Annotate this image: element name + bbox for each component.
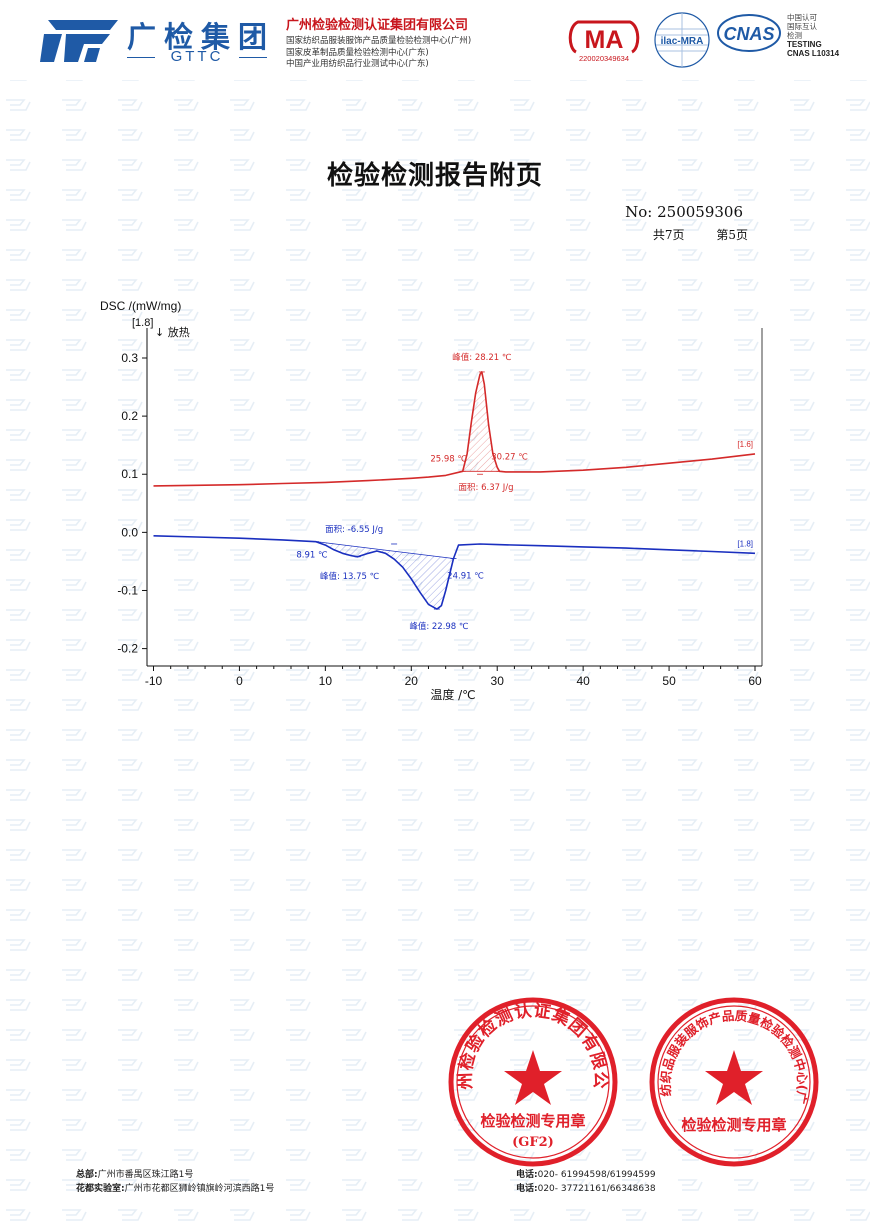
page-info: 共7页 第5页: [639, 226, 748, 243]
series-line: [153, 371, 756, 487]
x-axis-label: 温度 /℃: [430, 687, 475, 702]
y-tick-label: 0.3: [121, 351, 138, 365]
total-pages: 共7页: [652, 228, 685, 242]
peak-area-hatch: [315, 541, 454, 610]
cnas-logo-icon: CNAS: [717, 14, 781, 52]
seal-purpose: 检验检测专用章: [681, 1116, 786, 1134]
y-tick-label: 0.0: [121, 525, 138, 539]
series-line: [153, 535, 756, 610]
organization-line: 中国产业用纺织品行业测试中心(广东): [286, 59, 429, 69]
y-tick-label: 0.1: [121, 467, 138, 481]
brand-abbreviation: GTTC: [127, 48, 267, 65]
gttc-logo-icon: [40, 20, 118, 62]
organization-block: 广州检验检测认证集团有限公司 国家纺织品服装服饰产品质量检验检测中心(广州) 国…: [286, 14, 471, 71]
cnas-accreditation-text: 中国认可 国际互认 检测 TESTING CNAS L10314: [787, 13, 839, 58]
x-tick-label: -10: [145, 674, 163, 688]
ma-mark: MA: [585, 26, 624, 54]
seal-code: (GF2): [512, 1135, 554, 1150]
y-tick-label: 0.2: [121, 409, 138, 423]
cma-certification-icon: MA: [568, 20, 640, 54]
page-title: 检验检测报告附页: [326, 161, 543, 191]
ilac-mra-icon: ilac-MRA: [654, 12, 710, 68]
phone-label: 电话:: [516, 1170, 538, 1180]
inspection-seal: 国家纺织品服装服饰产品质量检验检测中心(广州) 检验检测专用章: [648, 996, 819, 1167]
dsc-chart: DSC /(mW/mg) [1.8] ↓ 放热 温度 /℃ 0.3 0.2 0.1 0…: [100, 299, 763, 702]
y-axis-label: DSC /(mW/mg): [100, 299, 181, 313]
x-tick-label: 20: [405, 674, 419, 688]
annotation-label: 面积: -6.55 J/g: [325, 524, 383, 535]
annotation-label: 面积: 6.37 J/g: [459, 482, 514, 493]
hq-address: 广州市番禺区珠江路1号: [97, 1170, 194, 1180]
integration-baseline: [315, 541, 454, 559]
x-tick-label: 0: [236, 674, 243, 688]
x-tick-label: 10: [319, 674, 333, 688]
cnas-number: CNAS L10314: [787, 49, 840, 58]
footer-hq-phone: 电话:020- 61994598/61994599: [516, 1168, 656, 1182]
annotation-label: 8.91 ℃: [296, 551, 328, 561]
series-name-label: [1.6]: [737, 440, 753, 449]
exotherm-note: ↓ 放热: [155, 325, 190, 339]
brand-name: 广检集团: [127, 20, 276, 54]
report-number: No: 250059306: [625, 203, 743, 221]
x-tick-label: 60: [748, 674, 762, 688]
seal-purpose: 检验检测专用章: [480, 1112, 585, 1130]
x-tick-label: 50: [662, 674, 676, 688]
footer-lab: 花都实验室:广州市花都区狮岭镇旗岭河滨西路1号: [76, 1182, 274, 1196]
annotation-label: 25.98 ℃: [430, 454, 467, 464]
cnas-testing: TESTING: [787, 40, 822, 49]
y-tick-label: -0.1: [117, 583, 138, 597]
organization-title: 广州检验检测认证集团有限公司: [286, 18, 469, 33]
y-tick-label: -0.2: [117, 642, 138, 656]
lab-phone: 020- 37721161/66348638: [537, 1184, 656, 1194]
phone-label: 电话:: [516, 1184, 538, 1194]
annotation-label: 30.27 ℃: [491, 452, 528, 462]
seal-star-icon: [504, 1050, 562, 1105]
ilac-label: ilac-MRA: [661, 36, 704, 47]
footer-hq: 总部:广州市番禺区珠江路1号: [76, 1168, 274, 1182]
annotation-label: 峰值: 28.21 ℃: [452, 352, 512, 363]
cnas-logo-text: CNAS: [723, 24, 774, 44]
x-tick-label: 30: [491, 674, 505, 688]
annotation-label: 24.91 ℃: [447, 572, 484, 582]
ma-number: 220020349634: [578, 54, 630, 63]
cnas-line: 检测: [787, 31, 802, 40]
footer-phones: 电话:020- 61994598/61994599 电话:020- 377211…: [516, 1168, 656, 1196]
organization-line: 国家纺织品服装服饰产品质量检验检测中心(广州): [286, 36, 472, 46]
hq-label: 总部:: [76, 1170, 98, 1180]
cnas-line: 国际互认: [787, 22, 817, 31]
footer-lab-phone: 电话:020- 37721161/66348638: [516, 1182, 656, 1196]
inspection-seal: 广州检验检测认证集团有限公司 检验检测专用章 (GF2): [447, 996, 618, 1167]
x-tick-label: 40: [576, 674, 590, 688]
annotation-label: 峰值: 13.75 ℃: [320, 571, 380, 582]
lab-label: 花都实验室:: [76, 1184, 125, 1194]
footer-addresses: 总部:广州市番禺区珠江路1号 花都实验室:广州市花都区狮岭镇旗岭河滨西路1号: [76, 1168, 274, 1196]
seal-star-icon: [705, 1050, 763, 1105]
y-axis-marker: [1.8]: [132, 317, 153, 329]
series-name-label: [1.8]: [737, 539, 753, 548]
current-page: 第5页: [716, 228, 748, 242]
annotation-label: 峰值: 22.98 ℃: [409, 621, 469, 632]
organization-line: 国家皮革制品质量检验检测中心(广东): [286, 47, 429, 58]
peak-area-hatch: [462, 371, 500, 472]
lab-address: 广州市花都区狮岭镇旗岭河滨西路1号: [124, 1184, 275, 1194]
cnas-line: 中国认可: [787, 13, 817, 22]
hq-phone: 020- 61994598/61994599: [537, 1170, 656, 1180]
